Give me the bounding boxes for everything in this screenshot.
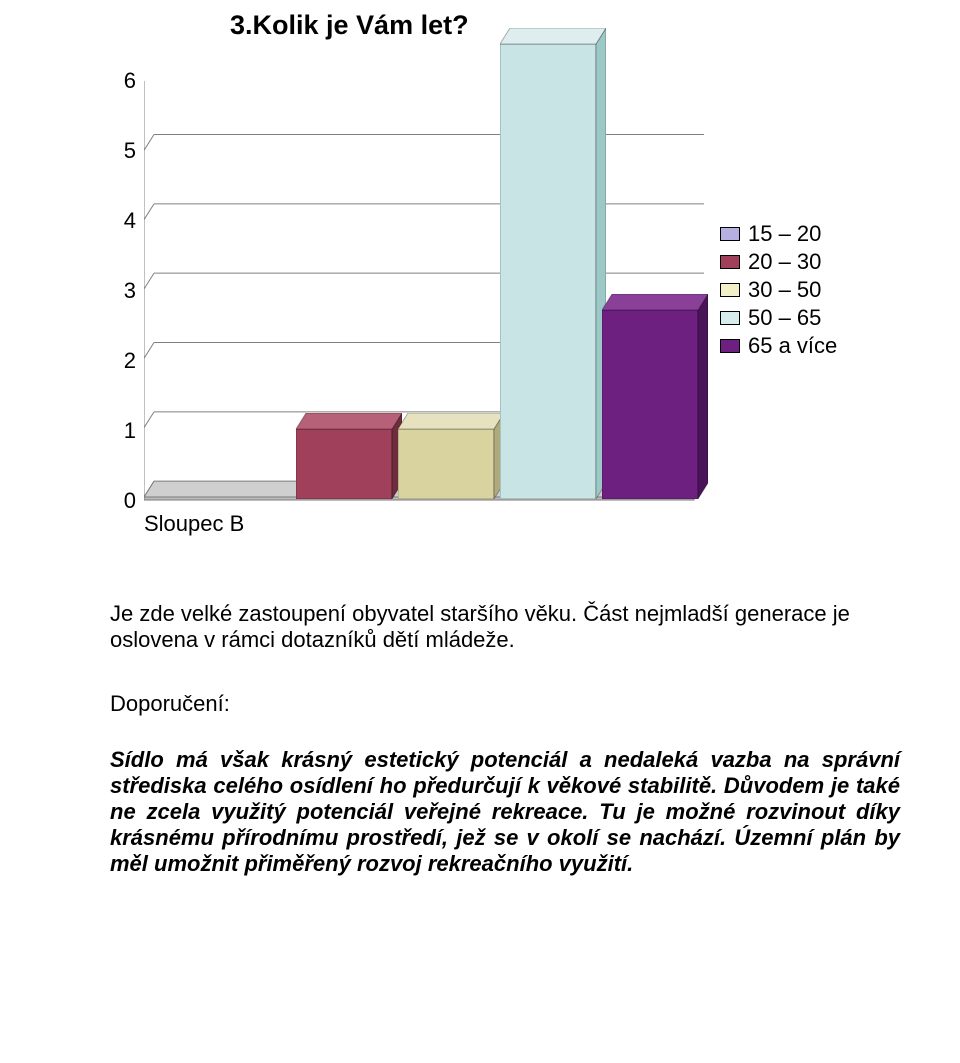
legend-swatch (720, 255, 740, 269)
chart-bars (144, 81, 704, 501)
legend-label: 30 – 50 (748, 277, 821, 303)
recommendation-body: Sídlo má však krásný estetický potenciál… (110, 747, 900, 877)
legend-item: 65 a více (720, 333, 837, 359)
legend-label: 15 – 20 (748, 221, 821, 247)
legend-label: 65 a více (748, 333, 837, 359)
legend-label: 20 – 30 (748, 249, 821, 275)
legend-swatch (720, 283, 740, 297)
body-paragraph-text: Je zde velké zastoupení obyvatel staršíh… (110, 601, 900, 653)
legend-item: 30 – 50 (720, 277, 837, 303)
y-tick-label: 6 (110, 70, 136, 92)
legend-item: 15 – 20 (720, 221, 837, 247)
chart-bar (296, 413, 402, 499)
y-tick-label: 3 (110, 280, 136, 302)
bar-chart: 0123456 Sloupec B 15 – 2020 – 3030 – 505… (110, 81, 900, 551)
y-tick-label: 1 (110, 420, 136, 442)
chart-legend: 15 – 2020 – 3030 – 5050 – 6565 a více (720, 221, 837, 361)
y-axis: 0123456 (110, 81, 140, 501)
legend-swatch (720, 311, 740, 325)
body-paragraph: Je zde velké zastoupení obyvatel staršíh… (110, 601, 900, 653)
recommendation-heading: Doporučení: (110, 691, 900, 717)
legend-item: 50 – 65 (720, 305, 837, 331)
chart-bar (602, 294, 708, 499)
x-axis-label: Sloupec B (144, 511, 244, 537)
y-tick-label: 0 (110, 490, 136, 512)
chart-bar (398, 413, 504, 499)
legend-swatch (720, 339, 740, 353)
legend-item: 20 – 30 (720, 249, 837, 275)
plot-area (144, 81, 704, 501)
chart-bar (500, 28, 606, 499)
y-tick-label: 4 (110, 210, 136, 232)
y-tick-label: 2 (110, 350, 136, 372)
legend-label: 50 – 65 (748, 305, 821, 331)
y-tick-label: 5 (110, 140, 136, 162)
legend-swatch (720, 227, 740, 241)
chart-bar (194, 483, 300, 499)
